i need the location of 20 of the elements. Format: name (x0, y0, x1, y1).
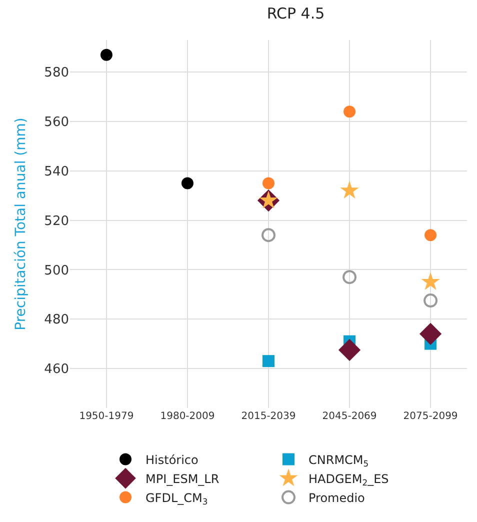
y-tick-label: 560 (44, 115, 69, 130)
y-axis-title: Precipitación Total anual (mm) (12, 118, 29, 330)
y-tick-label: 480 (44, 312, 69, 328)
y-tick-label: 520 (44, 214, 69, 229)
x-tick-label: 1980-2009 (160, 411, 215, 422)
legend-label: Histórico (146, 452, 198, 467)
legend-label: Promedio (308, 490, 365, 505)
legend-label: CNRMCM$_{5}$ (308, 452, 369, 468)
legend-label: HADGEM$_{2}$_ES (308, 472, 389, 488)
x-tick-label: 1950-1979 (79, 411, 134, 422)
legend-label: GFDL_CM$_{3}$ (146, 490, 208, 506)
x-tick-label: 2015-2039 (241, 411, 296, 422)
y-tick-label: 580 (44, 66, 69, 81)
x-tick-label: 2075-2099 (403, 411, 458, 422)
y-tick-label: 540 (44, 164, 69, 180)
y-tick-label: 500 (44, 263, 69, 278)
legend-label: MPI_ESM_LR (146, 472, 220, 486)
chart-title: RCP 4.5 (266, 4, 325, 22)
x-tick-label: 2045-2069 (322, 411, 377, 422)
y-tick-label: 460 (44, 362, 69, 378)
